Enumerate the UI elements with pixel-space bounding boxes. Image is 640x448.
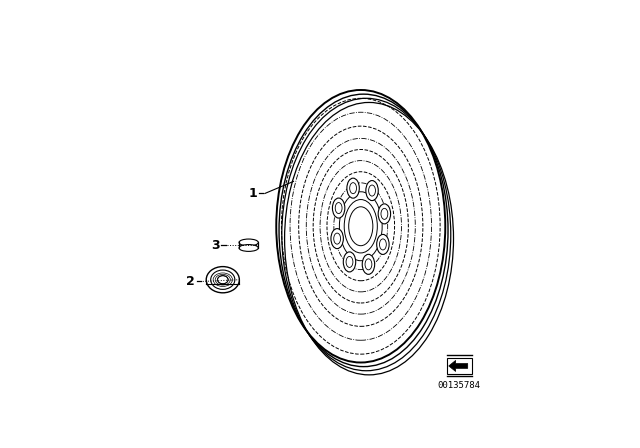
Ellipse shape (331, 228, 343, 249)
Ellipse shape (206, 267, 239, 293)
Polygon shape (449, 361, 468, 371)
Ellipse shape (239, 245, 259, 251)
Text: 3: 3 (211, 239, 220, 252)
Bar (447, 358, 472, 374)
Ellipse shape (377, 234, 389, 254)
Ellipse shape (332, 198, 345, 218)
Text: 2: 2 (186, 275, 195, 288)
Text: 00135784: 00135784 (438, 381, 481, 390)
Ellipse shape (347, 178, 359, 198)
Ellipse shape (378, 204, 390, 224)
Ellipse shape (343, 252, 356, 272)
Ellipse shape (239, 239, 259, 246)
FancyBboxPatch shape (239, 242, 259, 248)
Text: 1: 1 (248, 187, 257, 200)
Ellipse shape (366, 181, 378, 201)
Ellipse shape (362, 254, 374, 274)
